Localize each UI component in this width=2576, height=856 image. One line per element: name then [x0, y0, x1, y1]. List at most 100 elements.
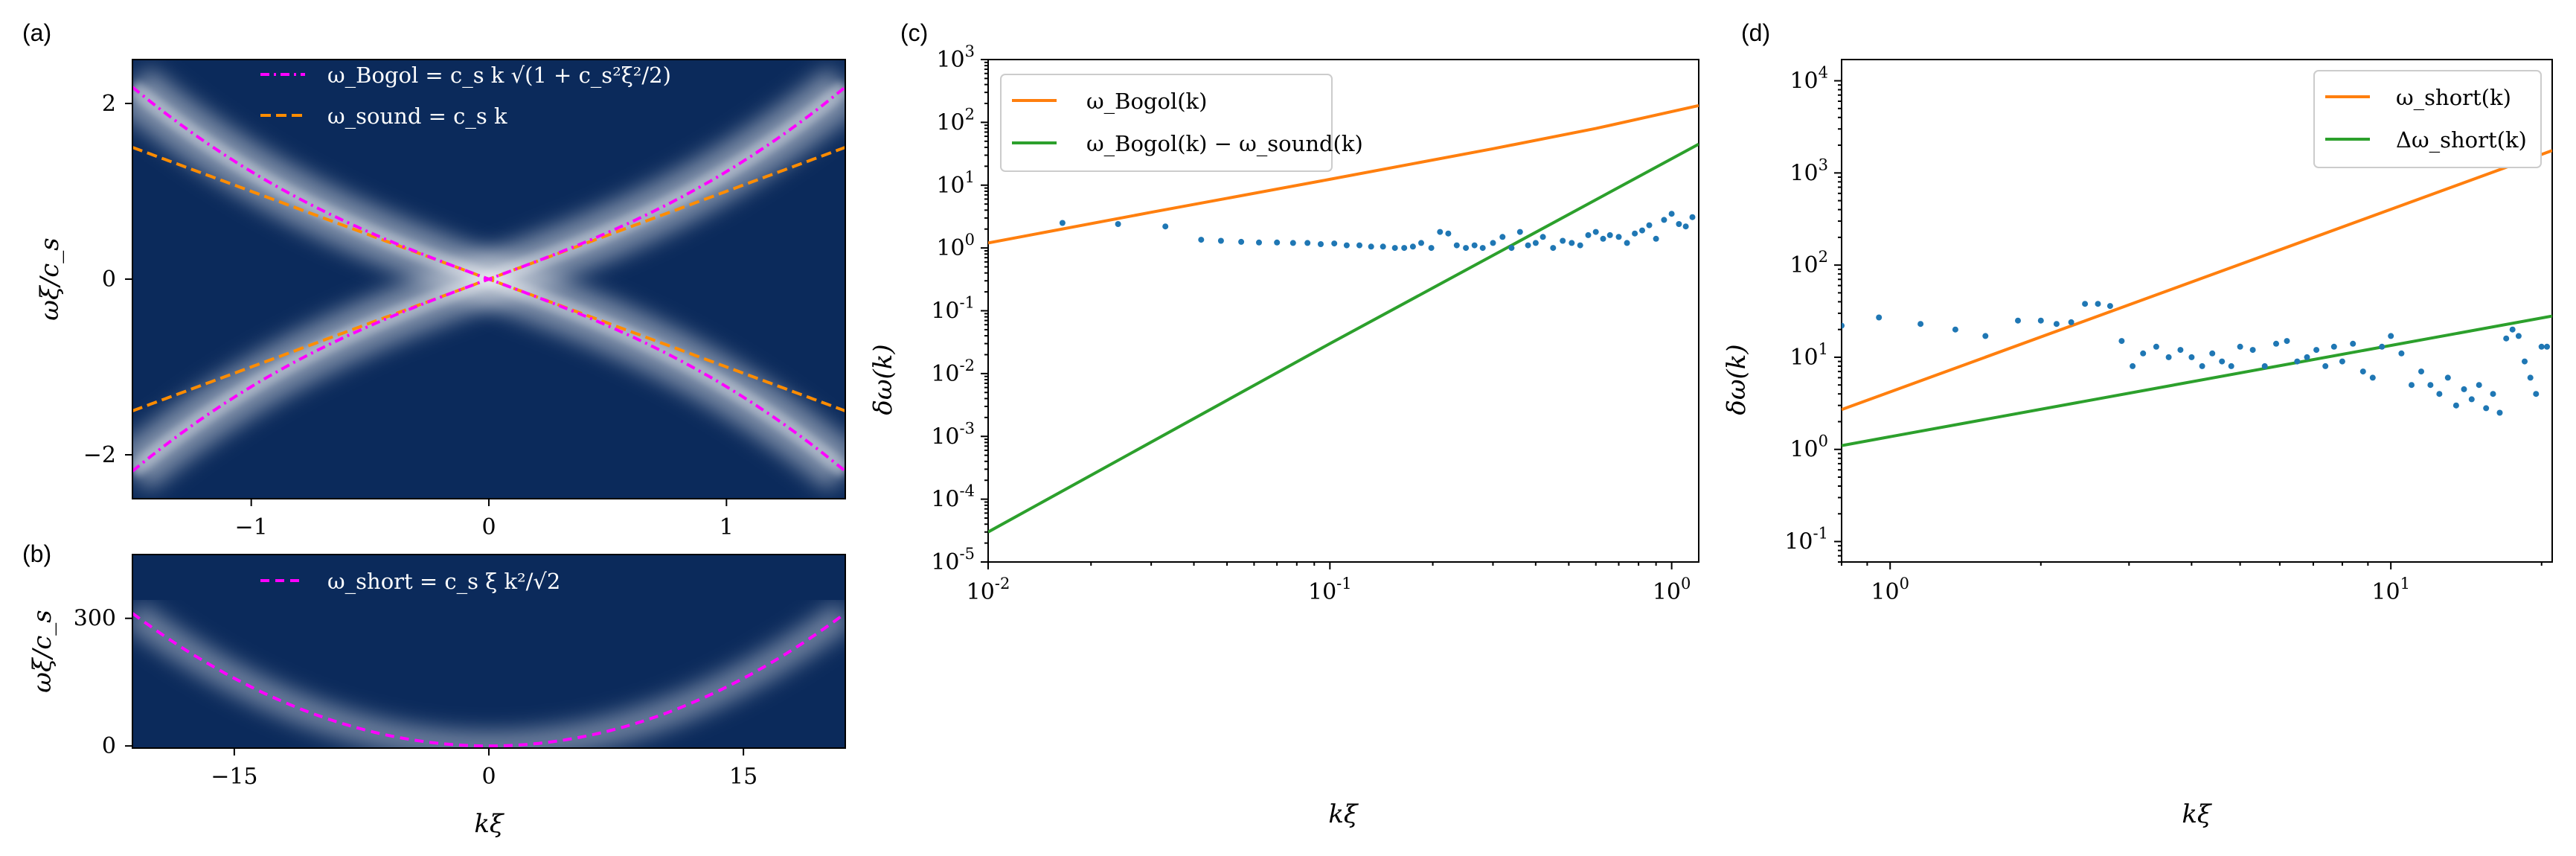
panel-d-label: (d) [1741, 19, 1770, 46]
panel-d-point [2037, 317, 2044, 324]
panel-c-xlabel: kξ [1328, 799, 1359, 829]
panel-c-point [1490, 240, 1496, 246]
panel-d-point [2490, 391, 2496, 397]
panel-c-point [1318, 241, 1324, 247]
panel-c-ytick: 10-4 [931, 482, 975, 513]
panel-d-point [1982, 333, 1989, 339]
panel-c-point [1304, 240, 1311, 246]
panel-d-point [2199, 362, 2205, 369]
panel-d-point [2379, 343, 2386, 350]
panel-d: 10-1 100 101 102 103 104 100 101 kξ δω(k) ω_sho… [1722, 59, 2553, 829]
panel-c-legend-bogol: ω_Bogol(k) [1086, 89, 1207, 115]
panel-d-xtick: 101 [2371, 575, 2410, 605]
panel-d-point [2409, 382, 2415, 389]
panel-d-point [2068, 319, 2074, 325]
panel-c-point [1115, 221, 1121, 227]
panel-d-ytick: 103 [1790, 156, 1828, 186]
panel-d-point [2261, 362, 2268, 369]
panel-c-point [1689, 214, 1696, 220]
panel-d-point [2249, 347, 2256, 354]
panel-d-point [2538, 343, 2545, 350]
panel-c-ytick: 101 [936, 168, 975, 199]
panel-c-ytick: 100 [936, 231, 975, 261]
panel-d-point [2294, 358, 2301, 365]
panel-d-point [2330, 343, 2337, 350]
panel-d-point [2140, 350, 2147, 357]
panel-d-ytick: 102 [1790, 248, 1828, 278]
panel-c-point [1516, 229, 1523, 235]
panel-c-ytick: 10-1 [931, 294, 975, 325]
panel-c-point [1676, 221, 1682, 227]
panel-b-legend-short: ω_short = c_s ξ k²/√2 [327, 569, 560, 595]
panel-d-point [2015, 317, 2021, 324]
panel-a-ytick: 0 [102, 266, 116, 293]
panel-c-ytick: 103 [936, 42, 975, 73]
panel-d-point [2503, 335, 2510, 342]
panel-d-point [2509, 326, 2516, 333]
panel-d-ytick: 104 [1790, 64, 1828, 95]
panel-c-point [1238, 238, 1245, 245]
panel-c-line-1 [988, 142, 1699, 534]
panel-d-point [2496, 409, 2503, 416]
panel-c-point [1550, 245, 1557, 252]
panel-c-line-0 [988, 103, 1699, 245]
panel-d-point [2219, 358, 2226, 365]
panel-c-point [1274, 239, 1281, 246]
panel-b-ylabel: ωξ/c_s [28, 610, 57, 692]
panel-c-point [1343, 242, 1350, 249]
panel-d-point [2527, 374, 2534, 381]
panel-c-point [1437, 229, 1444, 235]
panel-d-point [1917, 321, 1924, 328]
panel-d-ytick: 10-1 [1784, 525, 1828, 555]
panel-d-point [2359, 368, 2366, 375]
panel-c-point [1639, 227, 1645, 234]
panel-a-ytick: 2 [102, 91, 116, 117]
panel-a-ytick: −2 [83, 442, 116, 468]
panel-b-heatmap [132, 555, 845, 748]
panel-d-point [2165, 354, 2172, 360]
panel-c-point [1615, 234, 1622, 240]
panel-b-legend: ω_short = c_s ξ k²/√2 [260, 569, 560, 595]
panel-c-ytick: 10-3 [931, 419, 975, 450]
panel-c-point [1453, 242, 1460, 249]
panel-a-ylabel: ωξ/c_s [35, 237, 65, 320]
panel-c-point [1463, 245, 1470, 252]
panel-c-point [1380, 243, 1386, 250]
panel-a-bogol-line-1 [132, 86, 845, 473]
panel-b-xtick: 15 [729, 764, 757, 790]
panel-d-point [2209, 350, 2216, 357]
panel-c-point [1661, 217, 1667, 223]
panel-a-legend-sound: ω_sound = c_s k [327, 103, 507, 130]
panel-c-xtick: 10-2 [967, 575, 1010, 605]
panel-d-point [2418, 368, 2424, 375]
panel-c-point [1418, 240, 1424, 246]
panel-b-xlabel: kξ [474, 809, 505, 839]
panel-d-legend-delta: Δω_short(k) [2396, 127, 2527, 153]
panel-b-short-line [132, 612, 845, 748]
panel-b-label: (b) [22, 540, 51, 567]
panel-b-ytick: 300 [74, 606, 116, 632]
panel-d-point [2237, 343, 2243, 350]
panel-c-point [1624, 240, 1630, 246]
panel-c: 10-5 10-4 10-3 10-2 10-1 100 101 102 103 10-2 10-1… [868, 42, 1699, 829]
panel-d-point [2468, 396, 2475, 403]
panel-c-point [1162, 223, 1169, 230]
panel-c-point [1585, 231, 1592, 238]
panel-d-point [2476, 382, 2482, 389]
panel-d-legend-short: ω_short(k) [2396, 85, 2511, 111]
panel-d-point [2483, 405, 2490, 412]
panel-d-point [2095, 301, 2101, 307]
panel-c-point [1445, 230, 1452, 237]
panel-d-point [2082, 301, 2089, 307]
panel-c-point [1646, 222, 1653, 229]
panel-c-point [1668, 211, 1675, 217]
panel-c-point [1560, 237, 1566, 244]
panel-d-point [2188, 354, 2195, 360]
panel-d-point [1952, 326, 1958, 333]
panel-c-label: (c) [900, 19, 928, 46]
panel-d-line-1 [1842, 314, 2552, 447]
panel-a-xtick: 0 [481, 514, 496, 540]
panel-c-legend-diff: ω_Bogol(k) − ω_sound(k) [1086, 131, 1363, 157]
panel-c-point [1059, 220, 1066, 226]
